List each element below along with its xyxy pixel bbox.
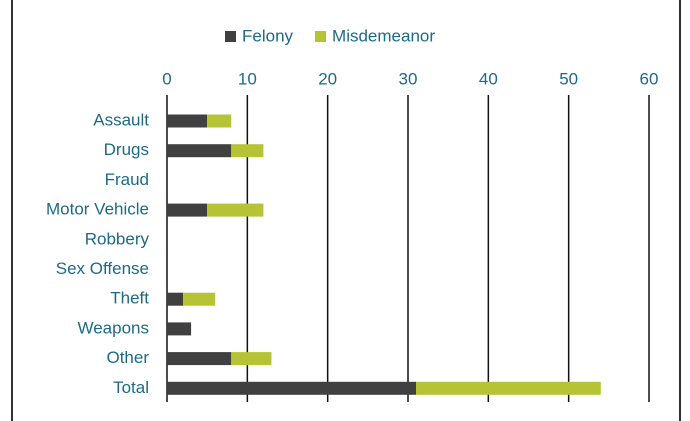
bar: [416, 381, 601, 395]
y-tick-label: Sex Offense: [56, 259, 149, 278]
y-tick-label: Other: [106, 348, 149, 367]
bar: [167, 352, 232, 366]
bar: [167, 322, 192, 336]
y-tick-label: Robbery: [85, 229, 150, 248]
y-tick-label: Fraud: [105, 170, 149, 189]
bar: [207, 203, 264, 217]
bar: [167, 292, 184, 306]
bar: [231, 352, 272, 366]
bar: [167, 144, 232, 158]
x-tick-label: 40: [479, 69, 498, 88]
bar: [167, 381, 417, 395]
y-tick-label: Total: [113, 378, 149, 397]
x-tick-label: 0: [162, 69, 171, 88]
y-tick-label: Drugs: [104, 140, 149, 159]
x-tick-label: 20: [318, 69, 337, 88]
x-tick-label: 10: [238, 69, 257, 88]
bar: [183, 292, 216, 306]
legend-label: Misdemeanor: [332, 26, 435, 45]
x-tick-label: 60: [640, 69, 659, 88]
legend-swatch: [315, 31, 327, 42]
x-tick-label: 30: [399, 69, 418, 88]
bar: [167, 114, 208, 128]
y-tick-label: Theft: [110, 289, 149, 308]
bar: [167, 203, 208, 217]
y-tick-label: Weapons: [77, 318, 149, 337]
bar: [207, 114, 232, 128]
bar: [231, 144, 264, 158]
x-tick-label: 50: [559, 69, 578, 88]
legend-label: Felony: [242, 26, 294, 45]
y-tick-label: Motor Vehicle: [46, 200, 149, 219]
legend-swatch: [225, 31, 236, 42]
y-tick-label: Assault: [93, 110, 149, 129]
